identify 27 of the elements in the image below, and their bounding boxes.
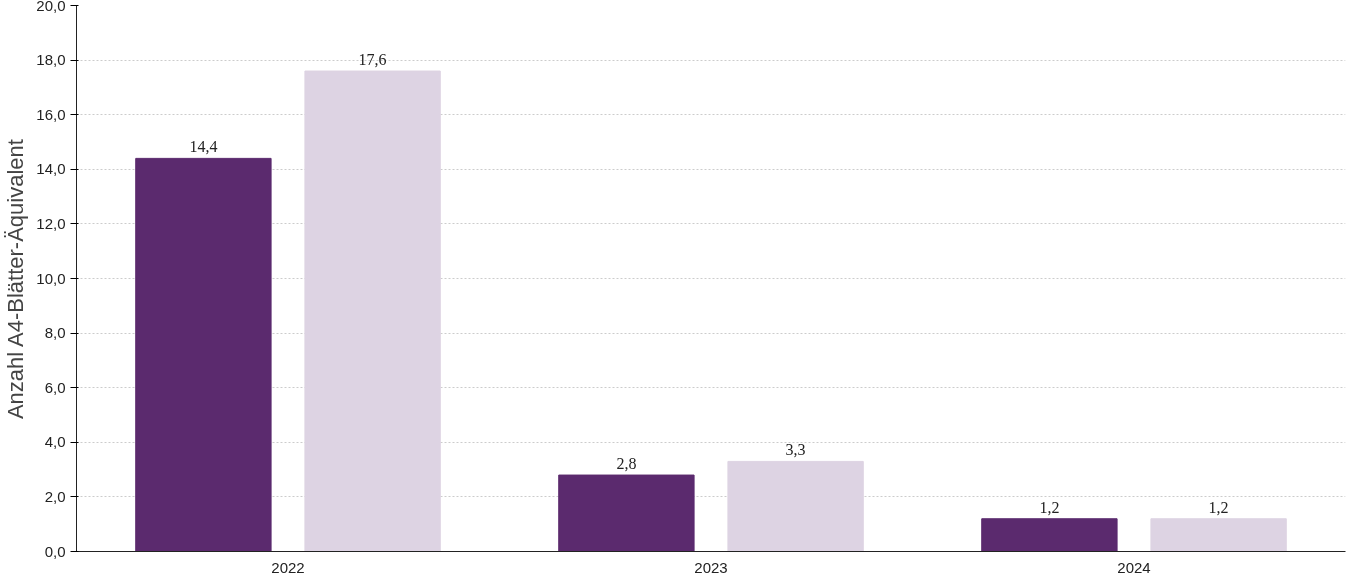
y-tick-label: 20,0: [36, 0, 66, 14]
bar: [304, 70, 441, 552]
x-tick-label: 2023: [694, 558, 728, 576]
y-tick-label: 18,0: [36, 51, 66, 69]
y-tick-label: 8,0: [44, 324, 66, 342]
y-tick-label: 0,0: [44, 542, 66, 560]
y-tick-label: 14,0: [36, 160, 66, 178]
y-tick-label: 6,0: [44, 378, 66, 396]
y-tick-label: 4,0: [44, 433, 66, 451]
data-label: 17,6: [358, 51, 387, 69]
bar: [558, 474, 695, 552]
bar: [727, 460, 864, 552]
bar: [1150, 518, 1287, 552]
bar: [135, 157, 272, 552]
y-tick-label: 12,0: [36, 214, 66, 232]
y-tick-label: 10,0: [36, 269, 66, 287]
x-tick-label: 2022: [271, 558, 305, 576]
y-tick-label: 2,0: [44, 487, 66, 505]
y-tick-label: 16,0: [36, 105, 66, 123]
data-label: 1,2: [1208, 498, 1229, 516]
x-tick-label: 2024: [1117, 558, 1151, 576]
data-label: 3,3: [785, 441, 806, 459]
data-label: 14,4: [189, 138, 218, 156]
bar: [981, 518, 1118, 552]
y-axis-title: Anzahl A4-Blätter-Äquivalent: [3, 139, 29, 420]
data-label: 2,8: [616, 455, 637, 473]
data-label: 1,2: [1039, 498, 1060, 516]
